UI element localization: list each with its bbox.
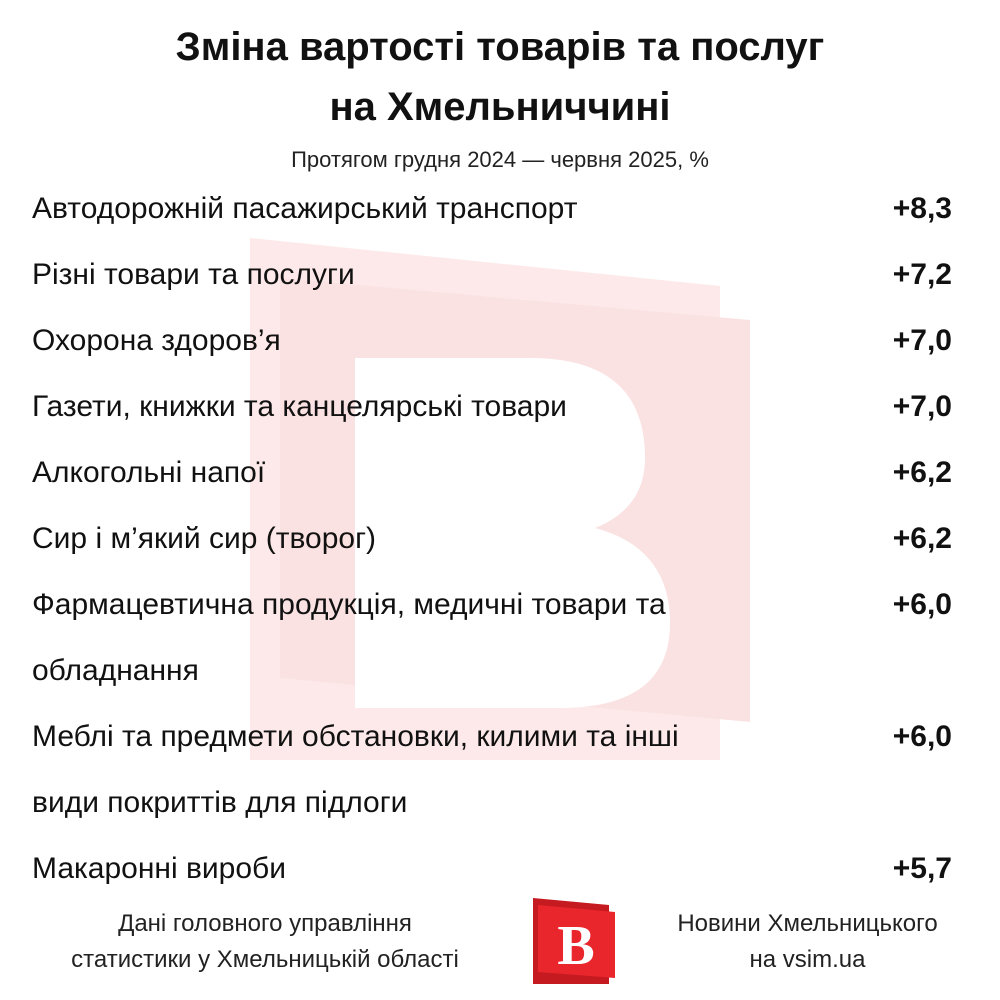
row-label-line: Сир і м’який сир (творог) xyxy=(32,522,377,555)
source-line: Дані головного управління xyxy=(118,910,412,937)
row-label-line: Макаронні вироби xyxy=(32,852,286,885)
row-label: Фармацевтична продукція, медичні товари … xyxy=(32,572,862,704)
row-label: Меблі та предмети обстановки, килими та … xyxy=(32,704,862,836)
row-label: Макаронні вироби xyxy=(32,836,862,902)
row-value: +6,2 xyxy=(892,522,952,555)
row-label: Автодорожній пасажирський транспорт xyxy=(32,176,862,242)
row-value: +8,3 xyxy=(892,192,952,225)
row-label-line: Різні товари та послуги xyxy=(32,258,355,291)
row-label-line: Автодорожній пасажирський транспорт xyxy=(32,192,578,225)
chart-title-line-1: Зміна вартості товарів та послуг xyxy=(175,25,825,69)
row-value: +6,0 xyxy=(892,588,952,621)
row-label: Охорона здоров’я xyxy=(32,308,862,374)
row-value: +7,0 xyxy=(892,324,952,357)
vsim-logo: B xyxy=(533,898,615,984)
row-label-line: види покриттів для підлоги xyxy=(32,786,408,819)
row-label-line: Меблі та предмети обстановки, килими та … xyxy=(32,720,679,753)
chart-subtitle: Протягом грудня 2024 — червня 2025, % xyxy=(291,147,709,172)
row-label-line: Алкогольні напої xyxy=(32,456,266,489)
row-value: +6,2 xyxy=(892,456,952,489)
row-label-line: Охорона здоров’я xyxy=(32,324,281,357)
watermark-logo xyxy=(250,238,750,760)
row-label: Сир і м’який сир (творог) xyxy=(32,506,862,572)
publisher-line: на vsim.ua xyxy=(749,946,866,973)
publisher-line: Новини Хмельницького xyxy=(677,910,938,937)
row-label: Алкогольні напої xyxy=(32,440,862,506)
row-label: Газети, книжки та канцелярські товари xyxy=(32,374,862,440)
row-label-line: обладнання xyxy=(32,654,199,687)
row-value: +7,2 xyxy=(892,258,952,291)
chart-title-line-2: на Хмельниччині xyxy=(329,85,671,129)
row-label-line: Газети, книжки та канцелярські товари xyxy=(32,390,567,423)
source-note: Дані головного управління статистики у Х… xyxy=(10,906,520,978)
logo-letter: B xyxy=(557,915,594,977)
row-value: +7,0 xyxy=(892,390,952,423)
row-value: +5,7 xyxy=(892,852,952,885)
row-value: +6,0 xyxy=(892,720,952,753)
source-line: статистики у Хмельницькій області xyxy=(71,946,459,973)
row-label-line: Фармацевтична продукція, медичні товари … xyxy=(32,588,666,621)
publisher-note: Новини Хмельницького на vsim.ua xyxy=(630,906,985,978)
row-label: Різні товари та послуги xyxy=(32,242,862,308)
